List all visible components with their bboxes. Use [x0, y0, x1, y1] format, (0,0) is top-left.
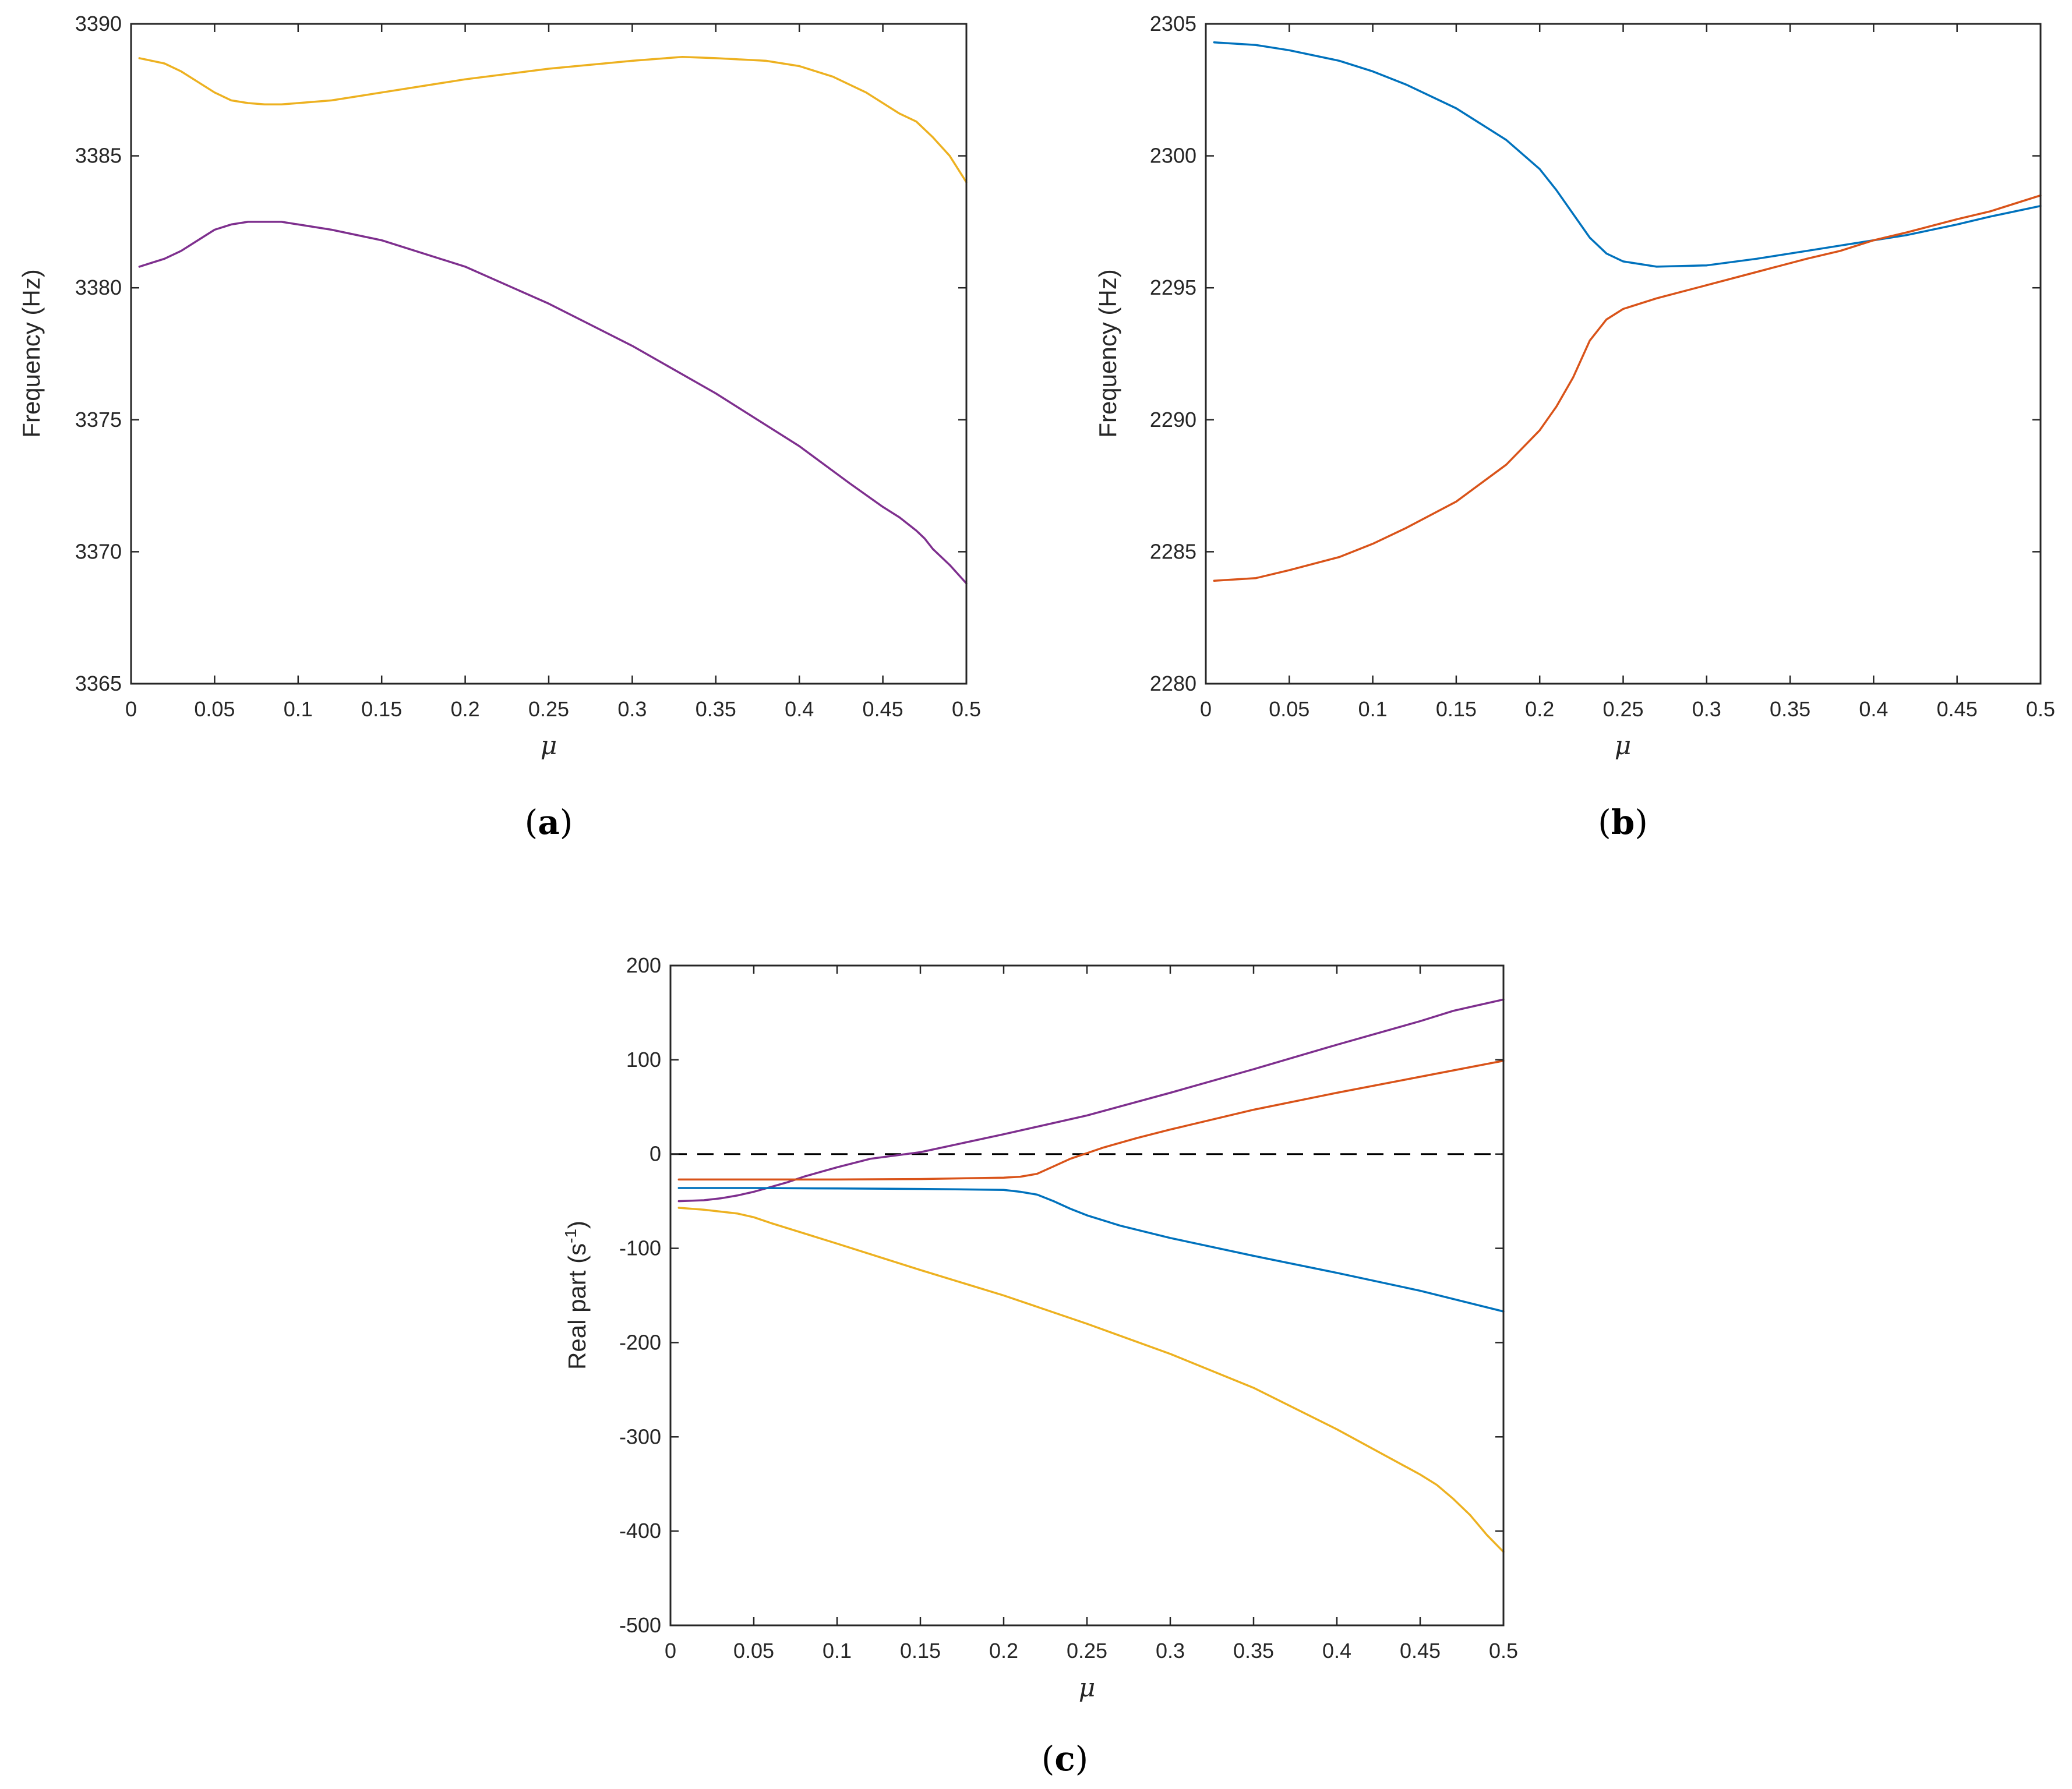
- panel-a-y-tick-label: 3380: [75, 275, 122, 299]
- panel-c-y-axis-label-main: Real part (s: [563, 1243, 591, 1370]
- panel-c-y-tick-label: 200: [626, 953, 661, 977]
- panel-a-plot-area: [138, 55, 968, 585]
- panel-a-caption: (a): [525, 802, 573, 842]
- panel-b-y-tick-label: 2285: [1150, 539, 1196, 563]
- panel-a-x-tick-label: 0: [125, 697, 137, 721]
- panel-c-caption: (c): [1042, 1739, 1089, 1779]
- panel-b-x-tick-label: 0.45: [1937, 697, 1978, 721]
- panel-a-x-tick-label: 0.45: [863, 697, 903, 721]
- panel-a-y-tick-label: 3370: [75, 539, 122, 563]
- panel-b-caption: (b): [1598, 802, 1648, 842]
- panel-b-x-tick-label: 0.05: [1269, 697, 1309, 721]
- panel-c-x-tick-label: 0.25: [1067, 1639, 1107, 1663]
- panel-a-y-axis-label: Frequency (Hz): [17, 269, 45, 437]
- panel-c-series-blue-line: [677, 1187, 1505, 1313]
- panel-a-x-tick-label: 0.25: [528, 697, 569, 721]
- panel-b-y-tick-label: 2290: [1150, 408, 1196, 432]
- panel-b-x-axis-label: μ: [1615, 731, 1632, 761]
- panel-b-x-tick-label: 0.35: [1770, 697, 1810, 721]
- panel-a-y-tick-label: 3365: [75, 671, 122, 695]
- panel-c-caption-letter: c: [1054, 1739, 1075, 1779]
- panel-a-caption-letter: a: [538, 802, 560, 842]
- panel-a-y-tick-label: 3390: [75, 12, 122, 36]
- panel-a-y-tick-label: 3385: [75, 144, 122, 168]
- panel-a-x-tick-label: 0.35: [696, 697, 736, 721]
- panel-c-y-tick-label: 0: [650, 1142, 661, 1166]
- panel-c-y-tick-label: -100: [619, 1236, 661, 1260]
- panel-b-caption-letter: b: [1611, 802, 1635, 842]
- panel-a-y-tick-label: 3375: [75, 408, 122, 432]
- panel-c-y-tick-label: -500: [619, 1613, 661, 1637]
- panel-c-y-tick-label: -400: [619, 1519, 661, 1543]
- panel-c-series-purple-line: [677, 998, 1505, 1203]
- panel-c: 0 0.05 0.1 0.15 0.2 0.25 0.3 0.35 0.4 0.45 0.5 -500…: [562, 953, 1518, 1779]
- panel-c-x-axis-label: μ: [1079, 1673, 1096, 1703]
- panel-c-x-tick-label: 0.1: [823, 1639, 852, 1663]
- panel-c-plot-area: [670, 998, 1505, 1553]
- panel-a-x-axis-label: μ: [541, 731, 557, 761]
- panel-b-x-tick-label: 0: [1200, 697, 1212, 721]
- panel-c-x-tick-label: 0: [665, 1639, 676, 1663]
- panel-a: 0 0.05 0.1 0.15 0.2 0.25 0.3 0.35 0.4 0.45 0.5 3365…: [17, 12, 981, 842]
- panel-b-y-tick-label: 2300: [1150, 144, 1196, 168]
- panel-b-series-mode-2-line: [1213, 194, 2042, 582]
- panel-c-x-tick-label: 0.3: [1156, 1639, 1185, 1663]
- panel-b-x-tick-label: 0.1: [1358, 697, 1388, 721]
- panel-b-x-tick-label: 0.5: [2026, 697, 2055, 721]
- panel-b-x-tick-label: 0.15: [1436, 697, 1477, 721]
- panel-c-x-tick-label: 0.4: [1322, 1639, 1351, 1663]
- panel-c-x-tick-label: 0.2: [989, 1639, 1018, 1663]
- panel-a-x-tick-label: 0.15: [361, 697, 402, 721]
- panel-b-y-tick-label: 2295: [1150, 275, 1196, 299]
- panel-c-x-tick-label: 0.5: [1489, 1639, 1518, 1663]
- panel-b-y-tick-label: 2280: [1150, 671, 1196, 695]
- panel-c-y-axis-label-exponent: -1: [562, 1229, 580, 1243]
- panel-a-series-lower-mode-line: [138, 221, 968, 585]
- panel-a-x-tick-label: 0.5: [952, 697, 981, 721]
- panel-c-x-tick-label: 0.35: [1233, 1639, 1274, 1663]
- panel-c-ticks: 0 0.05 0.1 0.15 0.2 0.25 0.3 0.35 0.4 0.45 0.5 -500…: [619, 953, 1518, 1663]
- panel-a-x-tick-label: 0.1: [284, 697, 313, 721]
- panel-b-x-tick-label: 0.2: [1525, 697, 1554, 721]
- panel-c-y-tick-label: -300: [619, 1424, 661, 1448]
- panel-a-x-tick-label: 0.05: [194, 697, 235, 721]
- panel-a-x-tick-label: 0.3: [617, 697, 647, 721]
- panel-b-y-tick-label: 2305: [1150, 12, 1196, 36]
- panel-b-x-tick-label: 0.25: [1602, 697, 1643, 721]
- panel-c-x-tick-label: 0.15: [900, 1639, 941, 1663]
- panel-a-x-tick-label: 0.2: [451, 697, 480, 721]
- panel-b-x-tick-label: 0.4: [1859, 697, 1888, 721]
- panel-a-ticks: 0 0.05 0.1 0.15 0.2 0.25 0.3 0.35 0.4 0.45 0.5 3365…: [75, 12, 981, 721]
- panel-c-series-yellow-line: [677, 1207, 1505, 1553]
- panel-b-ticks: 0 0.05 0.1 0.15 0.2 0.25 0.3 0.35 0.4 0.45 0.5 2280…: [1150, 12, 2055, 721]
- panel-b-x-tick-label: 0.3: [1692, 697, 1721, 721]
- panel-c-y-axis-label-end: ): [563, 1221, 591, 1229]
- panel-a-series-upper-mode-line: [138, 55, 968, 183]
- panel-b-y-axis-label: Frequency (Hz): [1094, 269, 1121, 437]
- panel-c-y-tick-label: 100: [626, 1048, 661, 1072]
- panel-b: 0 0.05 0.1 0.15 0.2 0.25 0.3 0.35 0.4 0.45 0.5 2280…: [1094, 12, 2055, 842]
- panel-c-y-axis-label: Real part (s-1): [562, 1221, 591, 1370]
- panel-c-x-tick-label: 0.05: [733, 1639, 774, 1663]
- panel-c-y-tick-label: -200: [619, 1330, 661, 1354]
- panel-b-plot-area: [1213, 41, 2042, 582]
- panel-c-x-tick-label: 0.45: [1400, 1639, 1441, 1663]
- panel-a-x-tick-label: 0.4: [785, 697, 814, 721]
- panel-c-series-orange-line: [677, 1059, 1505, 1181]
